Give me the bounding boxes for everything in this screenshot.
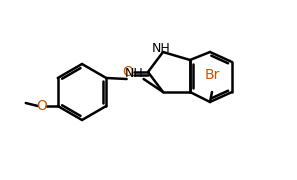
Text: NH: NH	[152, 42, 170, 55]
Text: O: O	[36, 99, 47, 113]
Text: O: O	[123, 65, 133, 79]
Text: NH: NH	[125, 66, 144, 80]
Text: Br: Br	[204, 68, 220, 82]
